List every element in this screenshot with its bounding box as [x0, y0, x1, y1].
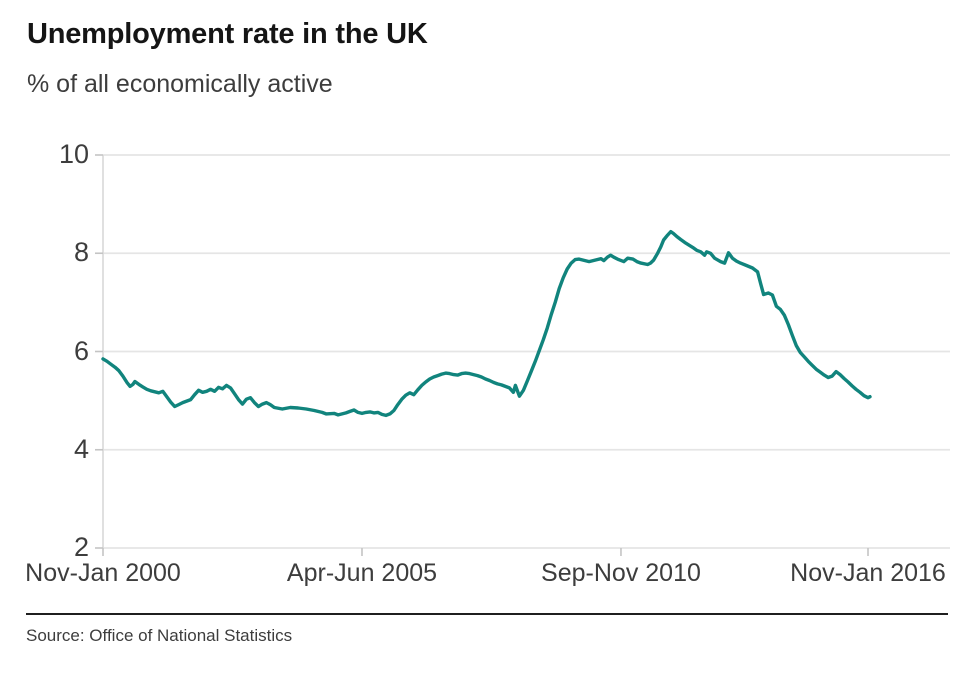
y-axis-tick-label: 4 [73, 433, 89, 464]
x-axis-tick-label: Apr-Jun 2005 [286, 559, 438, 587]
y-axis-tick-label: 6 [73, 335, 89, 366]
x-axis-tick-label: Sep-Nov 2010 [541, 559, 701, 587]
y-axis-tick-label: 2 [73, 531, 89, 562]
axis-ticks [95, 154, 869, 556]
footer-divider [26, 613, 948, 615]
chart-title: Unemployment rate in the UK [27, 18, 428, 50]
chart-subtitle: % of all economically active [27, 70, 333, 98]
gridlines [103, 154, 950, 549]
y-axis-tick-label: 10 [58, 138, 89, 169]
unemployment-line-series [101, 229, 872, 418]
source-attribution: Source: Office of National Statistics [26, 626, 293, 645]
x-axis-tick-label: Nov-Jan 2016 [790, 559, 946, 587]
plot-area: 10 8 6 4 2 Nov-Jan 2000 Apr-Jun 2005 Sep… [25, 138, 950, 587]
y-axis-tick-label: 8 [73, 237, 89, 268]
line-chart-svg [95, 154, 950, 556]
x-axis-tick-label: Nov-Jan 2000 [25, 559, 181, 587]
